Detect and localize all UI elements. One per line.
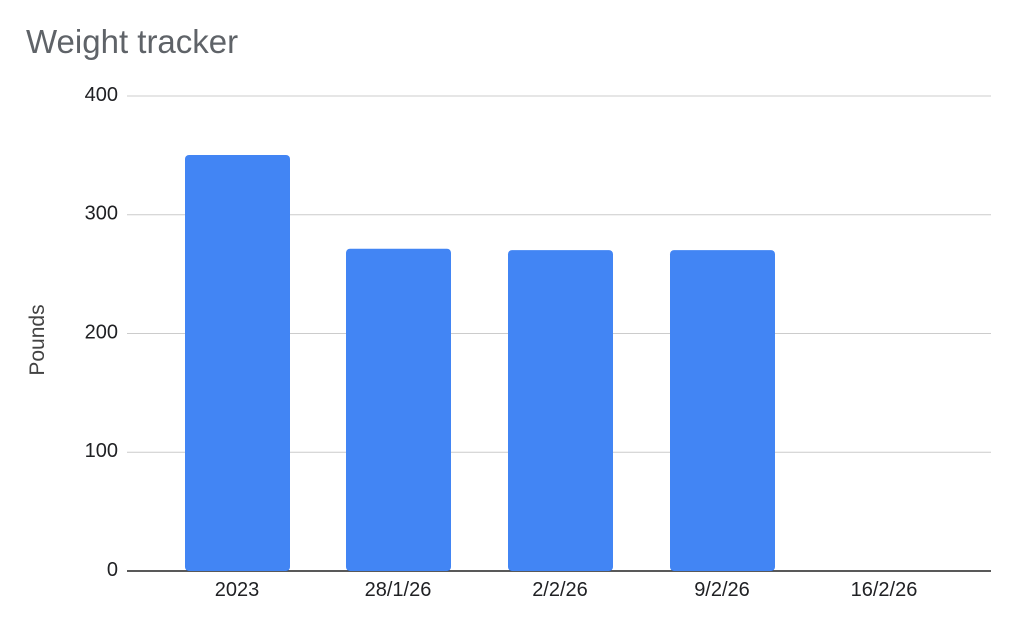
svg-text:Pounds: Pounds — [26, 304, 49, 375]
svg-text:200: 200 — [85, 322, 118, 344]
svg-text:28/1/26: 28/1/26 — [365, 579, 432, 601]
svg-text:9/2/26: 9/2/26 — [694, 579, 750, 601]
svg-text:0: 0 — [107, 559, 118, 581]
svg-text:16/2/26: 16/2/26 — [851, 579, 918, 601]
svg-text:2023: 2023 — [215, 579, 260, 601]
svg-text:100: 100 — [85, 440, 118, 462]
svg-text:300: 300 — [85, 203, 118, 225]
svg-text:2/2/26: 2/2/26 — [532, 579, 588, 601]
svg-text:400: 400 — [85, 84, 118, 106]
